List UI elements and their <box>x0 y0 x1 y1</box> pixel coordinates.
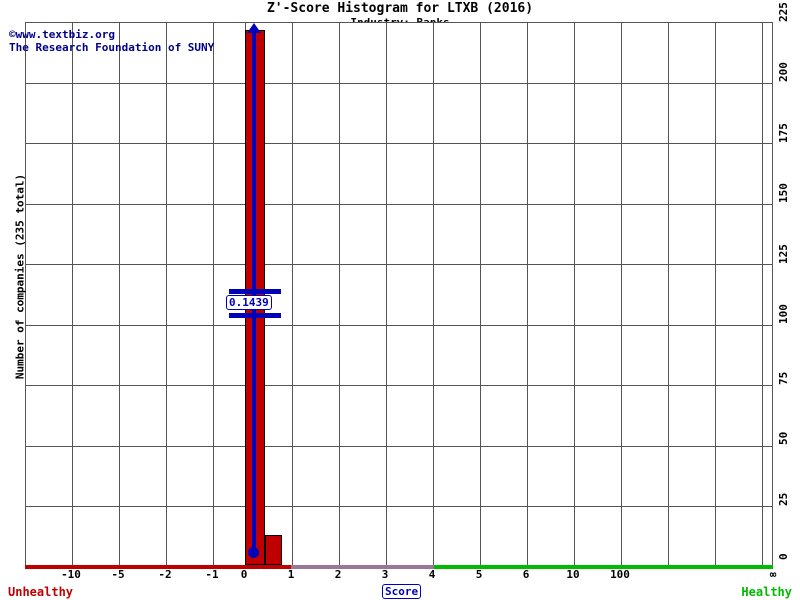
gridline-vertical <box>166 23 167 565</box>
gridline-vertical <box>72 23 73 565</box>
histogram-bar <box>265 535 282 565</box>
score-marker-arrow-icon <box>247 23 261 33</box>
score-marker-line <box>252 31 256 558</box>
gridline-horizontal <box>26 143 772 144</box>
gridline-vertical <box>339 23 340 565</box>
label-healthy: Healthy <box>741 585 792 599</box>
gridline-vertical <box>480 23 481 565</box>
plot-area: 0.1439 <box>25 22 773 566</box>
axis-zone-healthy <box>434 565 773 569</box>
page-title: Z'-Score Histogram for LTXB (2016) <box>266 1 534 16</box>
gridline-vertical <box>292 23 293 565</box>
gridline-vertical <box>119 23 120 565</box>
gridline-horizontal <box>26 204 772 205</box>
y-axis-tick-label: 0 <box>777 553 790 560</box>
gridline-vertical <box>213 23 214 565</box>
x-axis-tick-label: 3 <box>381 568 389 581</box>
gridline-horizontal <box>26 506 772 507</box>
label-unhealthy: Unhealthy <box>8 585 74 599</box>
x-axis-tick-label: -5 <box>111 568 125 581</box>
x-axis-title: Score <box>382 584 422 599</box>
y-axis-tick-label: 225 <box>777 2 790 22</box>
y-axis-tick-label: 100 <box>777 304 790 324</box>
score-marker-value: 0.1439 <box>226 295 272 310</box>
x-axis-tick-label: 6 <box>522 568 530 581</box>
x-axis-tick-label: 4 <box>428 568 436 581</box>
gridline-horizontal <box>26 325 772 326</box>
gridline-horizontal <box>26 446 772 447</box>
gridline-vertical <box>574 23 575 565</box>
x-axis-tick-label: 100 <box>610 568 630 581</box>
y-axis-tick-label: 50 <box>777 431 790 445</box>
y-axis-tick-label: 25 <box>777 492 790 506</box>
x-axis-tick-label: 0 <box>240 568 248 581</box>
y-axis-tick-label: 125 <box>777 244 790 264</box>
x-axis-tick-label: 5 <box>475 568 483 581</box>
y-axis-tick-label: 150 <box>777 183 790 203</box>
x-axis-tick-label: 1 <box>287 568 295 581</box>
gridline-horizontal <box>26 385 772 386</box>
watermark-line-1: ©www.textbiz.org <box>9 28 115 41</box>
x-axis-tick-label: 2 <box>334 568 342 581</box>
gridline-vertical <box>621 23 622 565</box>
gridline-horizontal <box>26 83 772 84</box>
y-axis-tick-label: 200 <box>777 62 790 82</box>
gridline-vertical <box>715 23 716 565</box>
axis-zone-unhealthy <box>25 565 291 569</box>
watermark: ©www.textbiz.org The Research Foundation… <box>9 28 214 54</box>
y-axis-title: Number of companies (235 total) <box>13 173 27 380</box>
score-marker-bar-top <box>229 289 281 294</box>
y-axis-tick-label: 75 <box>777 371 790 385</box>
gridline-vertical <box>433 23 434 565</box>
x-axis-tick-label: -10 <box>61 568 81 581</box>
gridline-vertical <box>668 23 669 565</box>
x-axis-tick-label: -1 <box>205 568 219 581</box>
score-marker-dot-icon <box>248 547 259 558</box>
x-axis-tick-label: 10 <box>566 568 580 581</box>
axis-zone-neutral <box>291 565 434 569</box>
watermark-line-2: The Research Foundation of SUNY <box>9 41 215 54</box>
gridline-horizontal <box>26 264 772 265</box>
score-marker-bar-bottom <box>229 313 281 318</box>
y-axis-tick-label: 175 <box>777 123 790 143</box>
gridline-vertical <box>386 23 387 565</box>
gridline-vertical <box>527 23 528 565</box>
gridline-vertical <box>762 23 763 565</box>
x-axis-tick-label: -2 <box>158 568 172 581</box>
x-axis-tick-label: ∞ <box>769 568 777 581</box>
